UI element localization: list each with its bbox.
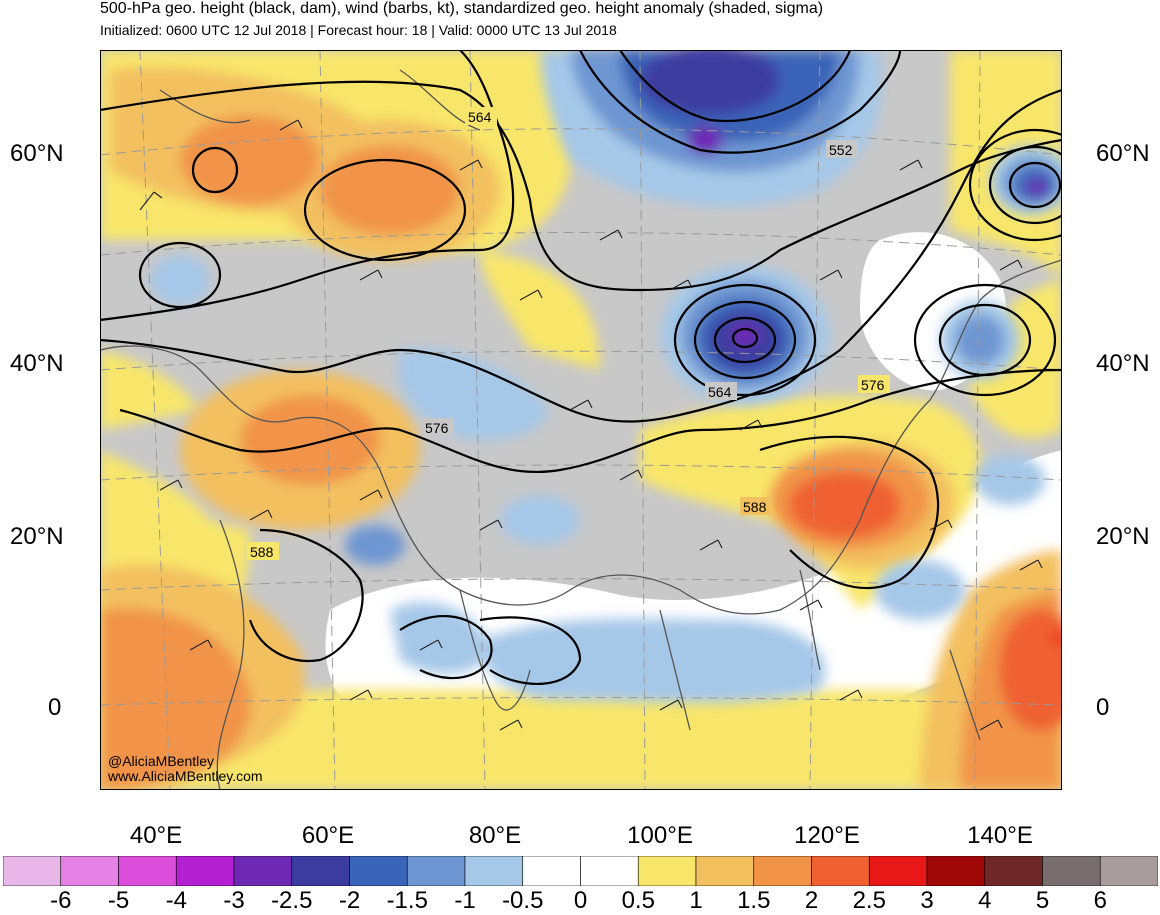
contour-label-588-east: 588 [743,499,767,515]
colorbar-swatch [464,856,524,886]
colorbar-swatch [60,856,119,886]
lat-label-20n-left: 20°N [10,523,64,550]
contour-labels: 564 552 564 576 576 588 588 [247,107,890,560]
colorbar-tick-label: 2 [804,887,819,914]
colorbar-swatch [1042,856,1101,886]
map-frame [100,50,1062,790]
colorbar-tick-label: -6 [50,887,72,914]
colorbar-tick-label: 3 [920,887,934,914]
lon-label-100e: 100°E [627,822,693,849]
colorbar-swatch [637,856,697,886]
colorbar-tick-label: 4 [978,887,992,914]
lon-label-120e: 120°E [794,822,860,849]
colorbar-swatch [3,856,62,886]
lat-label-60n-right: 60°N [1096,140,1150,167]
contour-label-576-east: 576 [861,377,885,393]
colorbar-swatch [233,856,293,886]
lat-label-40n-left: 40°N [10,350,64,377]
colorbar-swatch [868,856,928,886]
contour-label-564-low: 564 [708,384,732,400]
colorbar-tick-label: 5 [1035,887,1050,914]
colorbar [3,856,1158,886]
shading-positive-moderate [100,67,1062,790]
colorbar-swatch [695,856,755,886]
colorbar-swatch [580,856,639,886]
colorbar-tick-label: 0.5 [621,887,655,914]
lon-label-80e: 80°E [468,822,522,849]
contour-label-552: 552 [829,142,853,158]
coastlines [100,69,1062,790]
contour-label-588-west: 588 [250,544,274,560]
colorbar-tick-label: -1.5 [386,887,428,914]
anomaly-map: 564 552 564 576 576 588 588 [100,50,1062,790]
map-subtitle: Initialized: 0600 UTC 12 Jul 2018 | Fore… [100,22,617,38]
colorbar-tick-label: 1.5 [737,887,771,914]
colorbar-tick-label: -5 [107,887,130,914]
colorbar-tick-label: 6 [1093,887,1107,914]
height-contours [100,50,1062,686]
colorbar-tick-label: -2 [338,887,361,914]
lon-label-140e: 140°E [967,822,1033,849]
colorbar-tick-label: 0 [573,887,588,914]
colorbar-tick-label: 2.5 [852,887,886,914]
colorbar-tick-label: -4 [165,887,187,914]
credit-website: www.AliciaMBentley.com [108,768,263,784]
lat-label-60n-left: 60°N [10,140,64,167]
lat-label-0-right: 0 [1096,694,1110,721]
lat-label-20n-right: 20°N [1096,523,1150,550]
contour-label-576-west: 576 [425,420,449,436]
map-title: 500-hPa geo. height (black, dam), wind (… [100,0,824,17]
colorbar-swatch [753,856,812,886]
lat-label-0-left: 0 [48,694,62,721]
contour-label-564-north: 564 [468,109,492,125]
colorbar-swatch [349,856,408,886]
colorbar-tick-label: -0.5 [502,887,544,914]
shading-negative [150,50,1062,703]
colorbar-swatch [1099,856,1158,886]
colorbar-tick-label: -2.5 [271,887,313,914]
colorbar-swatch [522,856,581,886]
colorbar-swatch [406,856,466,886]
colorbar-swatch [811,856,870,886]
colorbar-tick-label: -1 [454,887,476,914]
lon-label-60e: 60°E [301,822,355,849]
colorbar-tick-label: -3 [223,887,245,914]
credit-handle: @AliciaMBentley [108,753,215,769]
colorbar-swatch [291,856,350,886]
shading-positive-strong [790,473,1062,730]
lat-label-40n-right: 40°N [1096,350,1150,377]
colorbar-tick-label: 1 [689,887,703,914]
lon-label-40e: 40°E [129,822,183,849]
colorbar-swatch [175,856,235,886]
colorbar-swatch [984,856,1043,886]
wind-barbs [139,119,1043,731]
colorbar-swatch [118,856,177,886]
colorbar-swatch [926,856,986,886]
